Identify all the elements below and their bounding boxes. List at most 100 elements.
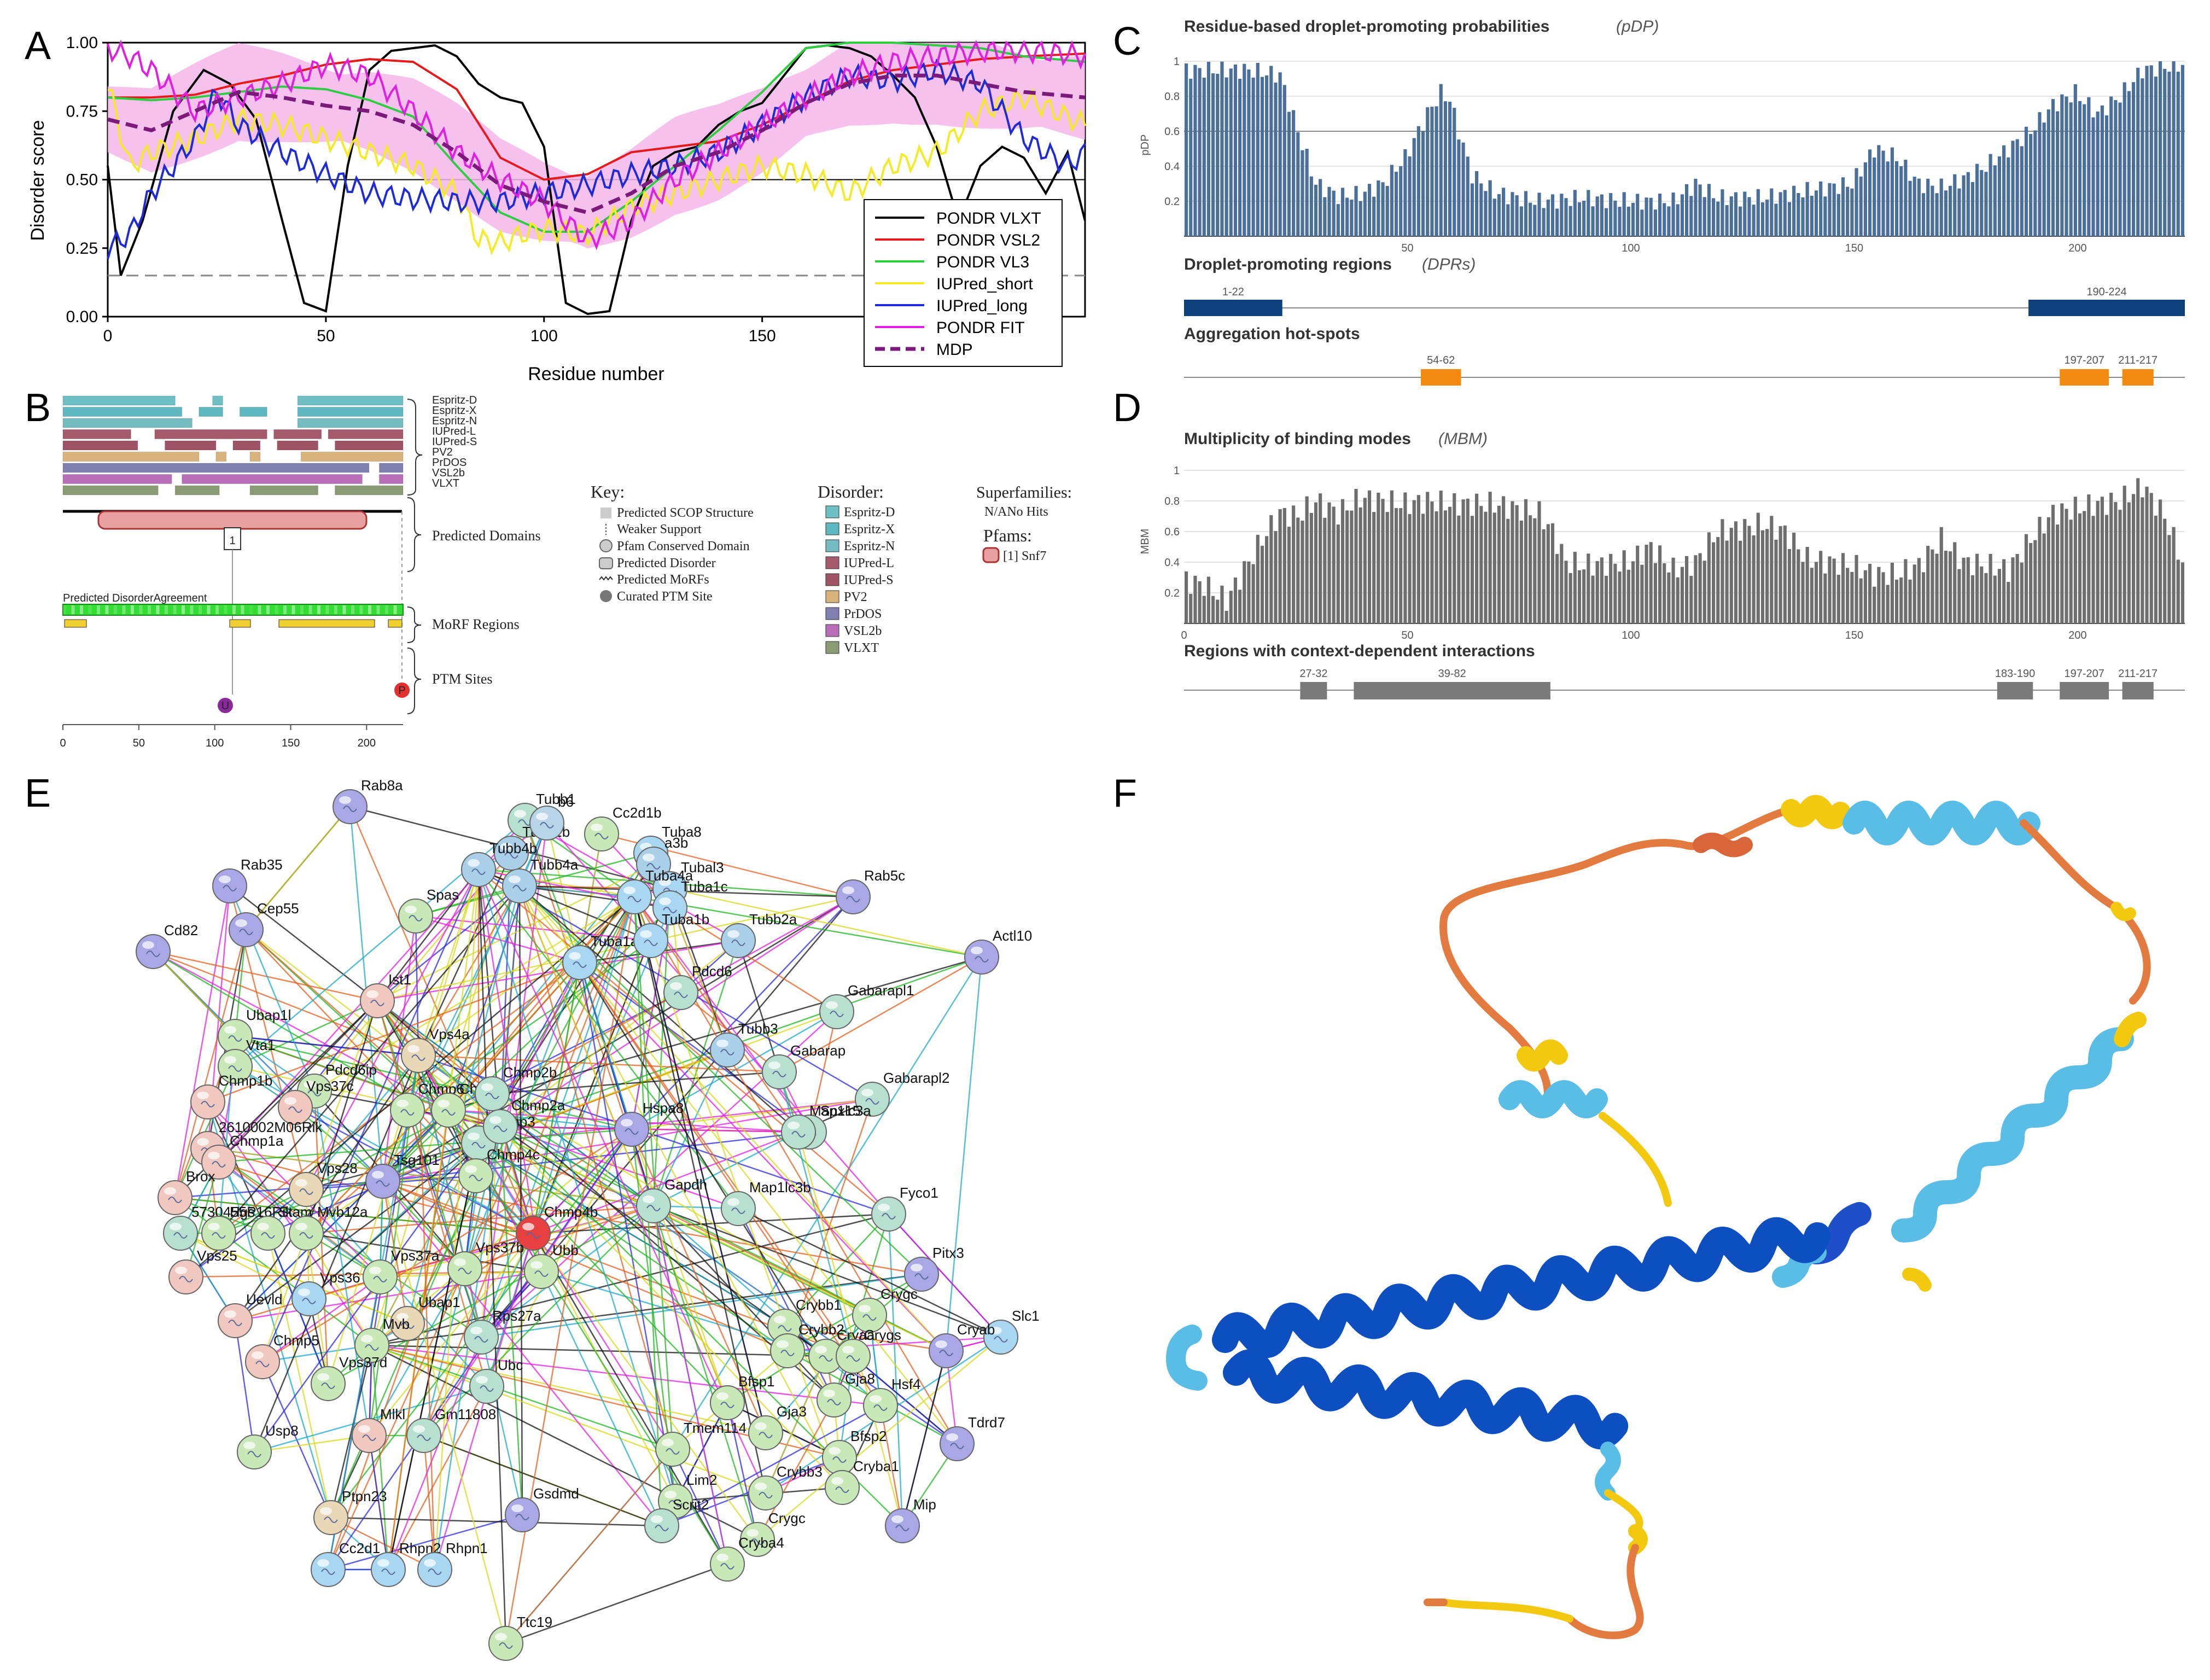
network-node[interactable]: Cep55 <box>229 900 299 947</box>
node-sphere[interactable] <box>885 1508 920 1543</box>
network-node[interactable]: Vps37d <box>311 1354 387 1401</box>
network-node[interactable]: Chmp6 <box>390 1081 464 1128</box>
network-node[interactable]: Tuba1c <box>652 878 728 925</box>
network-node[interactable]: Mvb <box>354 1316 410 1363</box>
node-sphere[interactable] <box>190 1084 225 1119</box>
node-sphere[interactable] <box>964 940 999 975</box>
network-node[interactable]: Tuba1b <box>633 911 709 958</box>
node-sphere[interactable] <box>289 1172 324 1207</box>
node-sphere[interactable] <box>475 1076 510 1111</box>
hotspot-region[interactable] <box>2122 369 2154 386</box>
network-node[interactable]: Hsf4 <box>863 1376 920 1423</box>
network-node[interactable]: Ubap1 <box>390 1294 460 1341</box>
node-sphere[interactable] <box>461 852 496 887</box>
network-node[interactable]: Vps28 <box>289 1160 358 1207</box>
context-region[interactable] <box>2060 682 2109 699</box>
node-sphere[interactable] <box>363 1259 398 1294</box>
network-node[interactable]: Tdrd7 <box>940 1414 1005 1461</box>
node-sphere[interactable] <box>748 1475 783 1510</box>
network-node[interactable]: Map1lc3b <box>721 1179 811 1226</box>
network-node[interactable]: Ttc19 <box>488 1614 552 1661</box>
network-node[interactable]: Gapdh <box>636 1176 707 1223</box>
node-sphere[interactable] <box>770 1333 805 1368</box>
network-node[interactable]: Rab35 <box>212 856 283 903</box>
network-node[interactable]: Gja8 <box>817 1370 875 1418</box>
node-sphere[interactable] <box>836 879 871 914</box>
network-node[interactable]: Slc1 <box>983 1308 1040 1355</box>
node-sphere[interactable] <box>584 816 619 851</box>
context-region[interactable] <box>2122 682 2154 699</box>
node-sphere[interactable] <box>360 983 395 1018</box>
network-node[interactable]: Tubb3 <box>710 1020 778 1068</box>
network-node[interactable]: Tsg101 <box>365 1152 440 1199</box>
network-node[interactable]: Gsdmd <box>505 1485 579 1532</box>
network-node[interactable]: Tubb4a <box>502 856 579 903</box>
network-node[interactable]: Tubb4b <box>461 840 537 887</box>
node-sphere[interactable] <box>469 1369 504 1404</box>
node-sphere[interactable] <box>748 1415 783 1450</box>
network-node[interactable]: Vta1 <box>218 1037 276 1084</box>
network-node[interactable]: Tuba4a <box>617 867 693 914</box>
network-node[interactable]: Vps4a <box>401 1026 470 1073</box>
node-sphere[interactable] <box>229 912 264 947</box>
network-node[interactable]: Ubap1l <box>218 1007 291 1054</box>
node-sphere[interactable] <box>371 1552 406 1587</box>
node-sphere[interactable] <box>212 868 247 903</box>
node-sphere[interactable] <box>365 1164 400 1199</box>
network-node[interactable]: Vps37b <box>447 1239 524 1286</box>
network-node[interactable]: Chmp2b <box>475 1064 557 1111</box>
network-node[interactable]: Tmem114 <box>655 1420 747 1467</box>
network-node[interactable]: Vps37c <box>278 1078 354 1125</box>
network-node[interactable]: 5730455P16Rik <box>163 1204 293 1251</box>
node-sphere[interactable] <box>781 1115 816 1150</box>
network-node[interactable]: b6 <box>529 794 574 841</box>
network-node[interactable]: Chmp5 <box>245 1332 319 1379</box>
network-node[interactable]: Gabarap <box>762 1042 845 1089</box>
node-sphere[interactable] <box>710 1547 745 1582</box>
network-node[interactable]: Cryab <box>929 1321 995 1368</box>
network-node[interactable]: Crybb2 <box>770 1321 844 1368</box>
network-node[interactable]: Fyco1 <box>871 1185 938 1232</box>
node-sphere[interactable] <box>825 1470 860 1505</box>
network-node[interactable]: Chmp1a <box>201 1133 284 1180</box>
node-sphere[interactable] <box>464 1320 499 1355</box>
network-node[interactable]: Scrit2 <box>644 1496 709 1543</box>
node-sphere[interactable] <box>617 879 652 914</box>
node-sphere[interactable] <box>333 789 368 824</box>
node-sphere[interactable] <box>201 1216 236 1251</box>
network-node[interactable]: Crybb3 <box>748 1463 823 1510</box>
node-sphere[interactable] <box>721 1191 756 1226</box>
node-sphere[interactable] <box>529 806 564 841</box>
network-node[interactable]: Cryba1 <box>825 1458 899 1505</box>
node-sphere[interactable] <box>237 1434 272 1469</box>
ptm-phospho-marker[interactable] <box>393 681 411 699</box>
network-node[interactable]: Bfsp1 <box>710 1373 775 1420</box>
network-node[interactable]: Mlkl <box>352 1406 405 1453</box>
droplet-region[interactable] <box>1184 300 1282 316</box>
node-sphere[interactable] <box>311 1366 346 1401</box>
node-sphere[interactable] <box>633 923 668 958</box>
node-sphere[interactable] <box>158 1180 193 1215</box>
ptm-ubiquitin-marker[interactable] <box>217 697 234 714</box>
node-sphere[interactable] <box>502 868 537 903</box>
node-sphere[interactable] <box>836 1339 871 1374</box>
node-sphere[interactable] <box>644 1508 679 1543</box>
node-sphere[interactable] <box>313 1500 348 1535</box>
network-node[interactable]: Spas <box>398 886 459 934</box>
node-sphere[interactable] <box>136 934 171 969</box>
node-sphere[interactable] <box>562 945 597 980</box>
node-sphere[interactable] <box>524 1254 559 1289</box>
node-sphere[interactable] <box>431 1093 466 1128</box>
node-sphere[interactable] <box>245 1344 280 1379</box>
network-node[interactable]: Chmp2a <box>483 1097 565 1144</box>
network-node[interactable]: Ptpn23 <box>313 1488 387 1535</box>
node-sphere[interactable] <box>311 1552 346 1587</box>
node-sphere[interactable] <box>614 1112 649 1147</box>
context-region[interactable] <box>1300 682 1327 699</box>
node-sphere[interactable] <box>863 1388 898 1423</box>
network-node[interactable]: Chmp4b <box>516 1204 598 1251</box>
network-node[interactable]: Bfsp2 <box>822 1428 887 1475</box>
network-node[interactable]: Ubc <box>469 1357 523 1404</box>
network-node[interactable]: Crygc <box>740 1510 806 1557</box>
node-sphere[interactable] <box>447 1251 482 1286</box>
